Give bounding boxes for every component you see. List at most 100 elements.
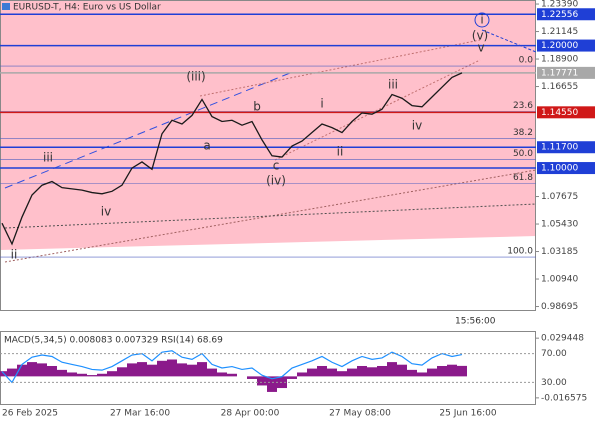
level-box	[537, 141, 595, 154]
macd-bar	[297, 372, 307, 377]
level-label: 1.22556	[541, 10, 578, 20]
macd-bar	[107, 371, 117, 377]
x-tick-label: 25 Jun 16:00	[439, 409, 496, 419]
y-tick-label: -0.016575	[541, 393, 587, 403]
fib-label: 38.2	[513, 128, 533, 138]
macd-bar	[67, 372, 77, 377]
macd-bar	[287, 376, 297, 379]
macd-bar	[197, 362, 207, 377]
macd-bar	[157, 360, 167, 377]
macd-bar	[97, 373, 107, 377]
y-tick-label: 1.23390	[541, 0, 578, 10]
wave-label: iii	[43, 151, 53, 165]
x-tick-label: 27 May 08:00	[329, 409, 391, 419]
level-label: 1.10000	[541, 164, 578, 174]
pink-zone	[0, 0, 536, 250]
macd-bar	[137, 362, 147, 377]
macd-bar	[327, 368, 337, 377]
macd-bar	[457, 365, 467, 377]
wave-circle	[474, 12, 490, 28]
macd-bar	[187, 364, 197, 377]
macd-bar	[87, 375, 97, 377]
y-tick-label: 1.18900	[541, 55, 578, 65]
macd-bar	[177, 363, 187, 377]
level-label: 1.17771	[541, 68, 578, 78]
y-tick-label: 1.05430	[541, 220, 578, 230]
macd-bar	[27, 362, 37, 377]
macd-bar	[77, 373, 87, 377]
macd-bar	[397, 364, 407, 377]
x-tick-label: 26 Feb 2025	[2, 409, 58, 419]
macd-bar	[307, 368, 317, 377]
fib-label: 23.6	[513, 101, 533, 111]
main-frame	[0, 0, 536, 311]
macd-bar	[7, 368, 17, 377]
symbol-icon	[2, 3, 10, 10]
fib-label: 0.0	[519, 56, 534, 66]
macd-bar	[357, 365, 367, 377]
level-label: 1.14550	[541, 108, 578, 118]
macd-bar	[57, 369, 67, 377]
level-box	[537, 39, 595, 52]
macd-bar	[407, 369, 417, 377]
wave-label: ii	[337, 145, 344, 159]
macd-bar	[47, 365, 57, 377]
macd-bar	[267, 376, 277, 392]
indicator-label: MACD(5,34,5) 0.008083 0.007329 RSI(14) 6…	[4, 336, 223, 346]
rsi-line	[1, 350, 463, 384]
wave-label: iv	[101, 205, 111, 219]
wave-label: ii	[11, 248, 18, 262]
fib-label: 100.0	[507, 247, 533, 257]
wave-label: a	[203, 139, 210, 153]
y-tick-label: 0.029448	[541, 334, 584, 344]
y-tick-label: 1.03185	[541, 247, 578, 257]
level-box	[537, 106, 595, 119]
trend-line	[4, 203, 537, 229]
y2-tick-label: 70.00	[541, 349, 567, 359]
macd-bar	[417, 372, 427, 377]
wave-line	[199, 39, 481, 97]
y-tick-label: 1.00940	[541, 275, 578, 285]
macd-bar	[387, 362, 397, 377]
macd-bar	[347, 368, 357, 377]
wave-label: b	[253, 100, 261, 114]
macd-bar	[427, 368, 437, 377]
level-label: 1.20000	[541, 41, 578, 51]
macd-bar	[127, 363, 137, 377]
level-label: 1.11700	[541, 143, 578, 153]
x-tick-label: 27 Mar 16:00	[110, 409, 170, 419]
wave-label: iv	[412, 119, 422, 133]
wave-label: c	[273, 159, 280, 173]
timer: 15:56:00	[455, 317, 496, 327]
level-box	[537, 8, 595, 21]
macd-bar	[437, 365, 447, 377]
level-box	[537, 162, 595, 175]
macd-bar	[207, 368, 217, 377]
y-tick-label: 0.98695	[541, 302, 578, 312]
y2-tick-label: 30.00	[541, 378, 567, 388]
wave-label: i	[320, 97, 323, 111]
macd-bar	[377, 365, 387, 377]
macd-bar	[367, 367, 377, 377]
macd-bar	[257, 376, 267, 386]
macd-bar	[247, 376, 257, 379]
macd-bar	[227, 373, 237, 377]
macd-bar	[17, 364, 27, 377]
wave-label: (iii)	[186, 70, 205, 84]
fib-label: 61.8	[513, 173, 533, 183]
level-box	[537, 66, 595, 79]
y-tick-label: 1.21145	[541, 27, 578, 37]
wave-label: iii	[388, 78, 398, 92]
wave-label: i	[480, 13, 483, 27]
fib-label: 50.0	[513, 149, 533, 159]
macd-bar	[337, 371, 347, 377]
wave-label: (v)	[472, 29, 488, 43]
macd-bar	[217, 372, 227, 377]
y-tick-label: 1.07675	[541, 192, 578, 202]
macd-bar	[147, 364, 157, 377]
wave-label: (iv)	[266, 174, 286, 188]
chart-title: EURUSD-T, H4: Euro vs US Dollar	[13, 3, 161, 13]
sub-frame	[0, 331, 536, 405]
macd-bar	[317, 365, 327, 377]
